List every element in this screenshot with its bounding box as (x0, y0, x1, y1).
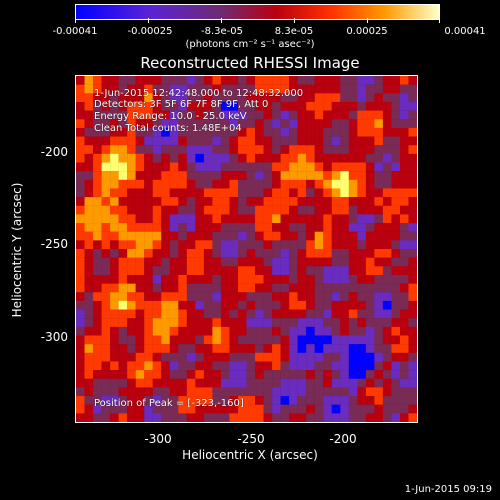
peak-position-annotation: Position of Peak = [-323,-160] (94, 398, 244, 409)
colorbar (75, 4, 440, 20)
x-axis-label: Heliocentric X (arcsec) (182, 448, 318, 462)
datestamp: 1-Jun-2015 09:19 (404, 484, 492, 495)
method-annotation: Clean Total counts: 1.48E+04 (94, 123, 242, 134)
colorbar-tick: 8.3e-05 (274, 26, 314, 37)
colorbar-tick: -8.3e-05 (201, 26, 243, 37)
x-tick: -200 (329, 432, 357, 446)
colorbar-tick: -0.00025 (127, 26, 173, 37)
colorbar-tick: 0.00041 (444, 26, 486, 37)
detectors-annotation: Detectors: 3F 5F 6F 7F 8F 9F, Att 0 (94, 99, 269, 110)
time-range-annotation: 1-Jun-2015 12:42:48.000 to 12:48:32.000 (94, 88, 304, 99)
rhessi-heatmap (76, 76, 417, 422)
energy-range-annotation: Energy Range: 10.0 - 25.0 keV (94, 111, 247, 122)
colorbar-units: (photons cm⁻² s⁻¹ asec⁻²) (185, 39, 315, 50)
image-plot-area[interactable]: 1-Jun-2015 12:42:48.000 to 12:48:32.000 … (75, 75, 418, 423)
colorbar-tick: -0.00041 (52, 26, 98, 37)
colorbar-tick: 0.00025 (346, 26, 388, 37)
y-tick: -200 (40, 145, 68, 159)
y-tick: -250 (40, 237, 68, 251)
x-tick: -300 (144, 432, 172, 446)
plot-title: Reconstructed RHESSI Image (140, 54, 360, 72)
y-axis-label: Heliocentric Y (arcsec) (10, 182, 24, 318)
y-tick: -300 (40, 330, 68, 344)
x-tick: -250 (237, 432, 265, 446)
